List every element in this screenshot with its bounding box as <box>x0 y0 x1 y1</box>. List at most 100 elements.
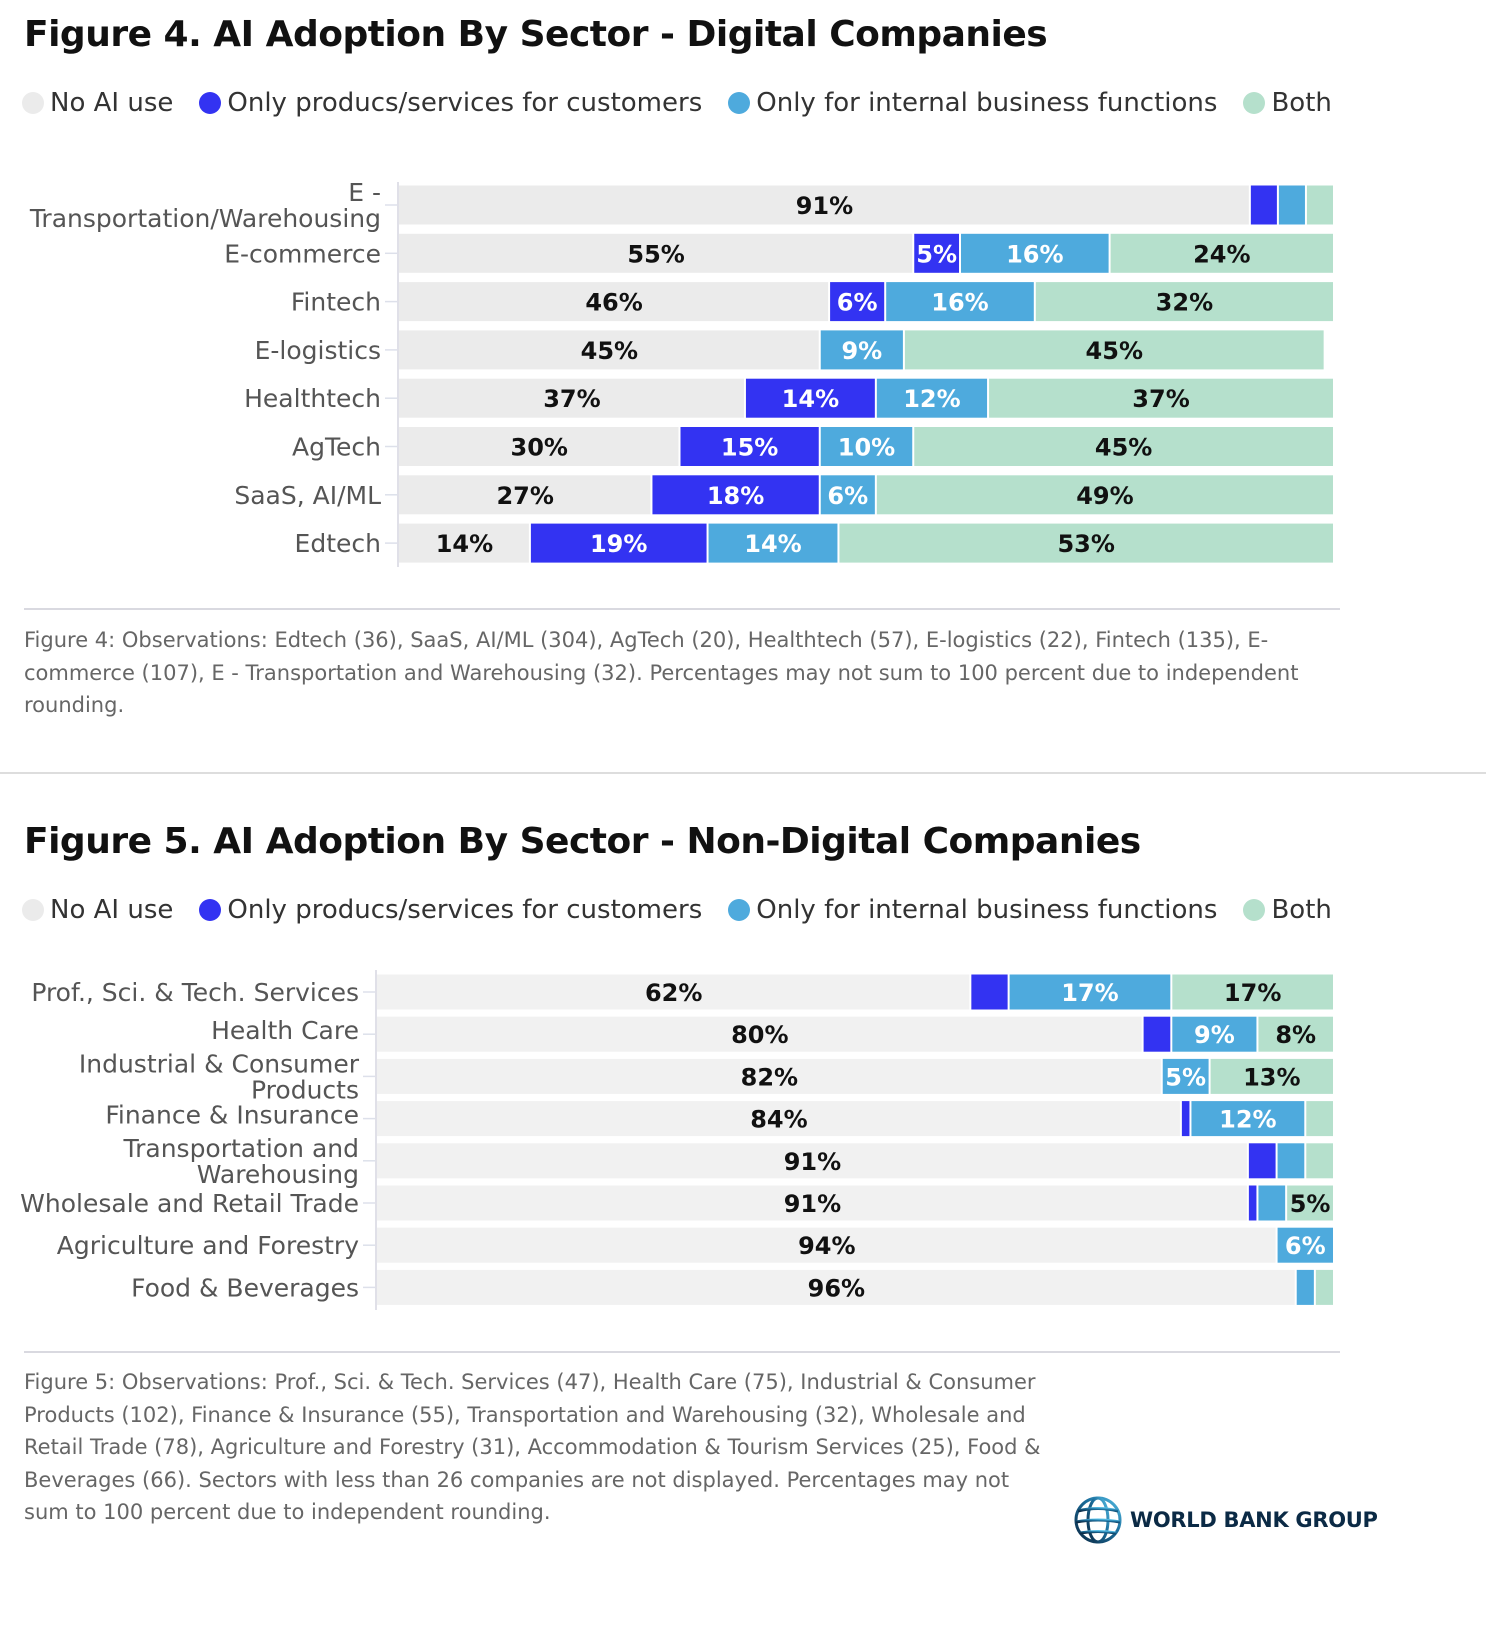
bar-segment-internal-e-logistics[interactable] <box>820 330 903 370</box>
legend-swatch-customers <box>199 92 222 114</box>
bar-segment-both-e-transportation-warehousing[interactable] <box>1306 185 1333 225</box>
data-label-both-fintech: 32% <box>1156 289 1213 317</box>
bar-segment-customers-wholesale-and-retail-trade[interactable] <box>1248 1185 1257 1221</box>
bar-segment-both-e-logistics[interactable] <box>904 330 1324 370</box>
legend-swatch-internal <box>728 899 751 921</box>
bar-segment-both-industrial-consumer-products[interactable] <box>1210 1058 1333 1094</box>
category-label-agriculture-and-forestry: Agriculture and Forestry <box>57 1231 359 1260</box>
legend-item-customers[interactable]: Only producs/services for customers <box>199 895 702 925</box>
data-label-no_ai-fintech: 46% <box>585 289 642 317</box>
bar-segment-no_ai-industrial-consumer-products[interactable] <box>377 1058 1161 1094</box>
bar-segment-both-food-beverages[interactable] <box>1315 1269 1333 1305</box>
bar-segment-customers-saas-ai-ml[interactable] <box>652 475 819 515</box>
bar-segment-internal-industrial-consumer-products[interactable] <box>1162 1058 1209 1094</box>
bar-segment-customers-transportation-and-warehousing[interactable] <box>1248 1143 1276 1179</box>
bar-segment-no_ai-health-care[interactable] <box>377 1016 1142 1052</box>
bar-segment-both-e-commerce[interactable] <box>1110 233 1333 273</box>
data-label-no_ai-agriculture-and-forestry: 94% <box>798 1232 855 1260</box>
bar-segment-internal-finance-insurance[interactable] <box>1191 1101 1305 1137</box>
category-label-e-commerce: E-commerce <box>224 239 381 268</box>
bar-segment-customers-fintech[interactable] <box>830 282 885 322</box>
bar-segment-customers-e-commerce[interactable] <box>914 233 959 273</box>
bar-segment-customers-e-transportation-warehousing[interactable] <box>1250 185 1277 225</box>
globe-icon <box>1074 1496 1122 1544</box>
legend-item-no-ai[interactable]: No AI use <box>22 895 173 925</box>
bar-segment-customers-prof-sci-tech-services[interactable] <box>971 974 1008 1010</box>
bar-segment-both-prof-sci-tech-services[interactable] <box>1172 974 1333 1010</box>
bar-segment-both-fintech[interactable] <box>1035 282 1333 322</box>
data-label-no_ai-edtech: 14% <box>436 530 493 558</box>
bar-segment-internal-food-beverages[interactable] <box>1296 1269 1314 1305</box>
bar-segment-both-health-care[interactable] <box>1258 1016 1333 1052</box>
bar-segment-customers-healthtech[interactable] <box>745 378 875 418</box>
bar-segment-internal-prof-sci-tech-services[interactable] <box>1009 974 1171 1010</box>
bar-segment-no_ai-food-beverages[interactable] <box>377 1269 1295 1305</box>
data-label-no_ai-e-commerce: 55% <box>627 240 684 268</box>
legend-swatch-customers <box>199 899 222 921</box>
data-label-no_ai-e-transportation-warehousing: 91% <box>796 192 853 220</box>
bar-segment-internal-agriculture-and-forestry[interactable] <box>1277 1227 1333 1263</box>
data-label-no_ai-wholesale-and-retail-trade: 91% <box>784 1190 841 1218</box>
logo-text: WORLD BANK GROUP <box>1130 1508 1378 1532</box>
bar-segment-internal-e-commerce[interactable] <box>961 233 1109 273</box>
bar-segment-internal-e-transportation-warehousing[interactable] <box>1278 185 1305 225</box>
bar-segment-no_ai-agtech[interactable] <box>399 427 679 466</box>
bar-segment-no_ai-edtech[interactable] <box>399 523 529 563</box>
data-label-internal-agriculture-and-forestry: 6% <box>1285 1232 1326 1260</box>
data-label-both-e-commerce: 24% <box>1193 240 1250 268</box>
bar-segment-internal-health-care[interactable] <box>1172 1016 1257 1052</box>
legend-item-no-ai[interactable]: No AI use <box>22 88 173 118</box>
bar-segment-no_ai-healthtech[interactable] <box>399 378 744 418</box>
legend-item-internal[interactable]: Only for internal business functions <box>728 88 1217 118</box>
bar-segment-internal-wholesale-and-retail-trade[interactable] <box>1258 1185 1286 1221</box>
bar-segment-no_ai-fintech[interactable] <box>399 282 829 322</box>
figure5-footnote-divider <box>24 1351 1340 1353</box>
category-label-food-beverages: Food & Beverages <box>131 1273 359 1302</box>
legend-label-internal: Only for internal business functions <box>756 895 1218 925</box>
bar-segment-customers-health-care[interactable] <box>1143 1016 1171 1052</box>
figure5-title: Figure 5. AI Adoption By Sector - Non-Di… <box>24 821 1141 862</box>
bar-segment-no_ai-e-logistics[interactable] <box>399 330 819 370</box>
data-label-no_ai-industrial-consumer-products: 82% <box>741 1063 798 1091</box>
bar-segment-no_ai-prof-sci-tech-services[interactable] <box>377 974 970 1010</box>
bar-segment-no_ai-e-transportation-warehousing[interactable] <box>399 185 1249 225</box>
bar-segment-both-saas-ai-ml[interactable] <box>876 475 1333 515</box>
legend-swatch-no-ai <box>22 92 44 114</box>
bar-segment-no_ai-wholesale-and-retail-trade[interactable] <box>377 1185 1247 1221</box>
legend-item-both[interactable]: Both <box>1243 88 1332 118</box>
bar-segment-customers-agtech[interactable] <box>680 427 819 466</box>
bar-segment-internal-saas-ai-ml[interactable] <box>820 475 875 515</box>
figure4-footnote-divider <box>24 608 1340 610</box>
bar-segment-both-wholesale-and-retail-trade[interactable] <box>1287 1185 1333 1221</box>
bar-segment-both-transportation-and-warehousing[interactable] <box>1306 1143 1333 1179</box>
legend-item-customers[interactable]: Only producs/services for customers <box>199 88 702 118</box>
data-label-no_ai-prof-sci-tech-services: 62% <box>645 979 702 1007</box>
bar-segment-internal-agtech[interactable] <box>820 427 913 466</box>
data-label-both-edtech: 53% <box>1057 530 1114 558</box>
bar-segment-no_ai-agriculture-and-forestry[interactable] <box>377 1227 1276 1263</box>
section-divider <box>0 772 1486 774</box>
bar-segment-both-edtech[interactable] <box>839 523 1333 563</box>
bar-segment-internal-healthtech[interactable] <box>876 378 988 418</box>
data-label-both-prof-sci-tech-services: 17% <box>1224 979 1281 1007</box>
bar-segment-both-healthtech[interactable] <box>989 378 1333 418</box>
bar-segment-no_ai-saas-ai-ml[interactable] <box>399 475 651 515</box>
data-label-internal-prof-sci-tech-services: 17% <box>1061 979 1118 1007</box>
bar-segment-customers-edtech[interactable] <box>530 523 707 563</box>
bar-segment-no_ai-e-commerce[interactable] <box>399 233 913 273</box>
bar-segment-customers-finance-insurance[interactable] <box>1181 1101 1190 1137</box>
legend-item-internal[interactable]: Only for internal business functions <box>728 895 1217 925</box>
category-label-transportation-and-warehousing: Transportation and <box>123 1134 360 1163</box>
bar-segment-no_ai-transportation-and-warehousing[interactable] <box>377 1143 1247 1179</box>
category-label-edtech: Edtech <box>295 529 381 558</box>
legend-item-both[interactable]: Both <box>1243 895 1332 925</box>
bar-segment-internal-transportation-and-warehousing[interactable] <box>1277 1143 1305 1179</box>
bar-segment-both-agtech[interactable] <box>914 427 1333 466</box>
bar-segment-both-finance-insurance[interactable] <box>1306 1101 1333 1137</box>
data-label-both-industrial-consumer-products: 13% <box>1243 1063 1300 1091</box>
legend-label-no-ai: No AI use <box>50 88 174 118</box>
data-label-both-health-care: 8% <box>1275 1021 1316 1049</box>
bar-segment-no_ai-finance-insurance[interactable] <box>377 1101 1180 1137</box>
bar-segment-internal-fintech[interactable] <box>886 282 1034 322</box>
bar-segment-internal-edtech[interactable] <box>708 523 838 563</box>
